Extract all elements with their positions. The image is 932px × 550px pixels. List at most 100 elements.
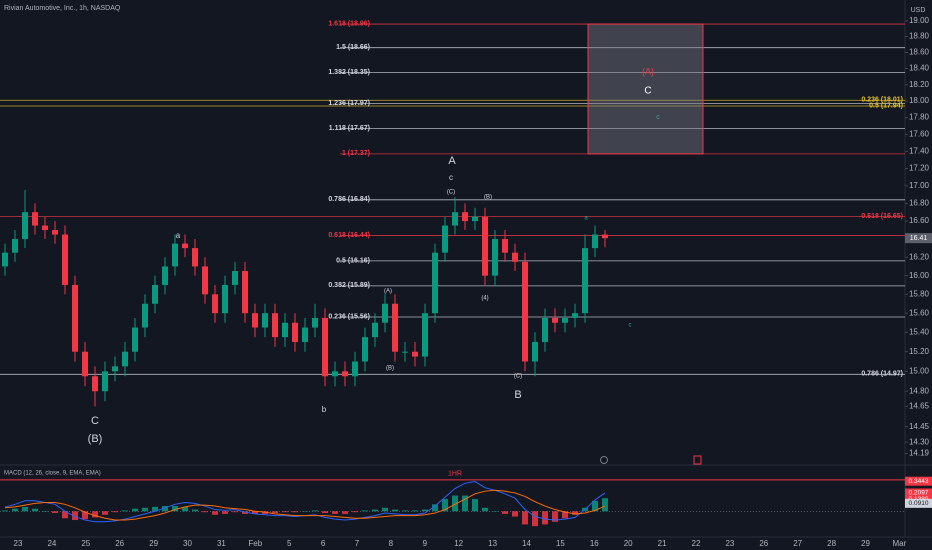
- candle-body: [212, 294, 218, 314]
- wave-label: (C): [447, 190, 455, 196]
- candle-body: [322, 317, 328, 377]
- candle-body: [302, 327, 308, 342]
- candle-body: [252, 313, 258, 328]
- x-tick-label: Mar: [893, 539, 907, 548]
- histogram-bar: [12, 508, 18, 512]
- x-tick-label: 16: [590, 539, 599, 548]
- histogram-bar: [462, 495, 468, 512]
- candle-body: [392, 303, 398, 352]
- wave-label: (B): [484, 195, 492, 201]
- candle-body: [342, 371, 348, 377]
- histogram-bar: [412, 510, 418, 512]
- candle-body: [2, 252, 8, 267]
- retracement-label: 0.236 (18.01): [861, 97, 903, 104]
- candle-body: [552, 317, 558, 323]
- fib-label: 1.5 (18.66): [336, 44, 370, 51]
- histogram-bar: [212, 511, 218, 515]
- wave-label: (B): [88, 433, 103, 445]
- macd-title: MACD (12, 26, close, 9, EMA, EMA): [4, 471, 101, 477]
- candle-body: [152, 284, 158, 304]
- wave-label: (4): [481, 296, 488, 302]
- signal-line: [4, 489, 606, 521]
- x-tick-label: 29: [861, 539, 870, 548]
- histogram-bar: [112, 511, 118, 513]
- x-tick-label: 26: [759, 539, 768, 548]
- retracement-label: 0.5 (17.94): [869, 102, 903, 109]
- y-tick-label: 18.00: [909, 96, 930, 105]
- fib-label: 1.118 (17.67): [329, 125, 370, 132]
- x-tick-label: 27: [793, 539, 802, 548]
- candle-body: [192, 248, 198, 267]
- y-tick-label: 17.40: [909, 146, 930, 155]
- histogram-bar: [512, 511, 518, 517]
- level-label: 1HR: [448, 471, 462, 478]
- y-tick-label: 18.80: [909, 32, 930, 41]
- x-tick-label: 25: [81, 539, 90, 548]
- histogram-bar: [312, 510, 318, 512]
- price-tag-label: 16.41: [910, 235, 928, 242]
- wave-label: a: [176, 231, 181, 240]
- fib-label: 1.382 (18.35): [328, 69, 370, 76]
- candle-body: [582, 248, 588, 314]
- y-tick-label: 18.20: [909, 80, 930, 89]
- x-tick-label: 12: [454, 539, 463, 548]
- histogram-bar: [302, 511, 308, 512]
- candle-body: [62, 234, 68, 285]
- histogram-bar: [122, 510, 128, 512]
- histogram-bar: [272, 511, 278, 514]
- histogram-bar: [192, 509, 198, 512]
- wave-label: (B): [386, 366, 394, 372]
- histogram-bar: [572, 511, 578, 515]
- candle-body: [172, 243, 178, 267]
- candle-body: [32, 212, 38, 226]
- histogram-bar: [162, 506, 168, 512]
- x-tick-label: 13: [488, 539, 497, 548]
- histogram-bar: [132, 508, 138, 512]
- histogram-bar: [422, 509, 428, 512]
- fib-label: 0.5 (16.16): [336, 257, 370, 264]
- histogram-bar: [352, 511, 358, 513]
- x-tick-label: 5: [287, 539, 292, 548]
- earnings-icon[interactable]: [693, 455, 702, 465]
- histogram-bar: [172, 506, 178, 512]
- x-tick-label: 6: [321, 539, 326, 548]
- x-tick-label: 26: [115, 539, 124, 548]
- fib-label: 0.618 (16.44): [328, 232, 370, 239]
- fib-label: 0.236 (15.56): [328, 313, 370, 320]
- candle-body: [472, 216, 478, 222]
- x-tick-label: 7: [355, 539, 360, 548]
- target-box: [587, 23, 704, 155]
- candle-body: [352, 361, 358, 377]
- histogram-bar: [442, 499, 448, 512]
- candle-body: [182, 243, 188, 249]
- histogram-bar: [32, 508, 38, 512]
- y-tick-label: 15.80: [909, 289, 930, 298]
- x-tick-label: 8: [389, 539, 394, 548]
- chart-title: Rivian Automotive, Inc., 1h, NASDAQ: [4, 5, 121, 12]
- event-icon[interactable]: [600, 456, 608, 464]
- y-tick-label: 18.40: [909, 64, 930, 73]
- candle-body: [462, 212, 468, 222]
- x-tick-label: 20: [624, 539, 633, 548]
- candle-body: [372, 322, 378, 338]
- wave-label: c: [629, 323, 632, 329]
- plot: 19.00 18.80 18.60 18.40 18.20 18.00 17.80 17.60…: [0, 16, 932, 548]
- histogram-bar: [82, 511, 88, 520]
- wave-label: B: [514, 389, 521, 401]
- histogram-bar: [72, 511, 78, 521]
- candle-body: [412, 351, 418, 357]
- candle-body: [432, 252, 438, 314]
- histogram-bar: [362, 510, 368, 512]
- candle-body: [512, 252, 518, 262]
- y-tick-label: 15.20: [909, 347, 930, 356]
- candle-body: [102, 371, 108, 392]
- histogram-bar: [202, 511, 208, 513]
- histogram-bar: [342, 511, 348, 514]
- histogram-bar: [562, 511, 568, 519]
- histogram-bar: [22, 506, 28, 512]
- candle-body: [482, 216, 488, 276]
- candle-body: [242, 271, 248, 314]
- fib-label: 1.236 (17.97): [328, 100, 370, 107]
- histogram-bar: [542, 511, 548, 525]
